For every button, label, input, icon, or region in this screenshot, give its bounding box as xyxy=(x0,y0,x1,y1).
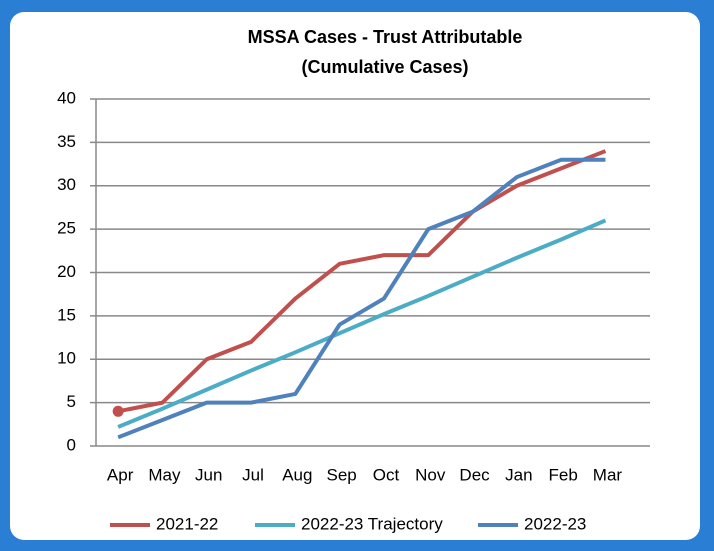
y-tick-label: 30 xyxy=(57,175,76,194)
y-tick-label: 10 xyxy=(57,349,76,368)
x-tick-label: Dec xyxy=(459,465,490,484)
y-tick-label: 35 xyxy=(57,132,76,151)
chart-title: MSSA Cases - Trust Attributable xyxy=(248,27,523,47)
x-tick-label: Aug xyxy=(282,465,312,484)
x-tick-label: Feb xyxy=(549,465,578,484)
x-tick-label: Sep xyxy=(327,465,357,484)
chart-subtitle: (Cumulative Cases) xyxy=(301,57,468,77)
y-tick-label: 40 xyxy=(57,88,76,107)
series-line xyxy=(117,218,607,429)
series-line xyxy=(117,149,607,414)
y-tick-label: 5 xyxy=(67,392,76,411)
point-marker xyxy=(112,405,124,417)
x-tick-label: Jun xyxy=(195,465,222,484)
y-tick-label: 25 xyxy=(57,219,76,238)
legend-label: 2022-23 xyxy=(524,514,586,533)
x-tick-label: Oct xyxy=(373,465,400,484)
x-tick-label: Apr xyxy=(107,465,134,484)
x-tick-label: May xyxy=(148,465,181,484)
x-tick-label: Jul xyxy=(242,465,264,484)
y-tick-label: 0 xyxy=(67,435,76,454)
x-tick-label: Nov xyxy=(415,465,446,484)
legend-label: 2022-23 Trajectory xyxy=(301,514,443,533)
panel xyxy=(10,12,700,540)
series-line xyxy=(117,157,606,440)
y-tick-label: 15 xyxy=(57,305,76,324)
legend-label: 2021-22 xyxy=(156,514,218,533)
x-tick-label: Jan xyxy=(505,465,532,484)
y-tick-label: 20 xyxy=(57,262,76,281)
x-tick-label: Mar xyxy=(593,465,623,484)
